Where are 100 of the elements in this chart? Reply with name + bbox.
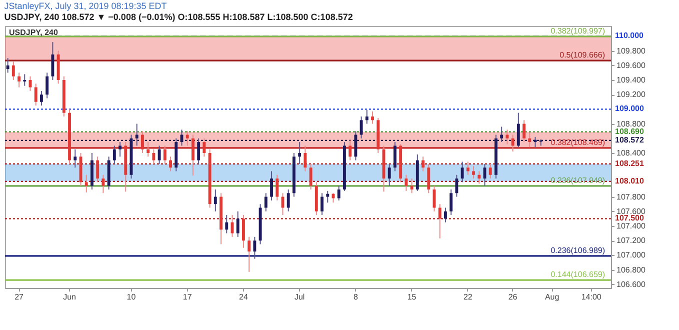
candlestick bbox=[478, 170, 481, 184]
candlestick bbox=[286, 188, 290, 212]
candlestick bbox=[169, 156, 172, 172]
candlestick bbox=[242, 214, 245, 248]
ref-line-label: 0.382(108.469) bbox=[550, 138, 606, 147]
y-tick-label: 107.000 bbox=[616, 250, 646, 260]
candlestick bbox=[304, 145, 307, 172]
candlestick bbox=[118, 142, 122, 158]
candlestick bbox=[146, 142, 150, 158]
candlestick bbox=[46, 72, 49, 99]
candlestick bbox=[500, 126, 504, 143]
candlestick bbox=[214, 188, 217, 212]
y-tick-label: 108.400 bbox=[616, 148, 646, 158]
candlestick bbox=[264, 192, 268, 212]
candlestick bbox=[135, 123, 138, 146]
ref-line-label: 110.000 bbox=[615, 31, 644, 40]
candlestick bbox=[460, 161, 464, 183]
candlestick bbox=[427, 163, 430, 194]
candlestick bbox=[197, 138, 200, 164]
candlestick bbox=[326, 190, 330, 204]
ref-line-label: 0.236(106.989) bbox=[550, 246, 606, 255]
y-tick-label: 108.800 bbox=[616, 119, 646, 128]
x-tick-label: 17 bbox=[182, 292, 192, 302]
ref-line-label: 0.236(107.949) bbox=[550, 176, 606, 185]
candlestick bbox=[253, 236, 256, 260]
candlestick bbox=[455, 174, 458, 198]
candlestick bbox=[84, 174, 88, 193]
ref-line-label: 0.5(109.666) bbox=[560, 50, 606, 60]
y-tick-label: 106.800 bbox=[616, 265, 646, 274]
x-tick-label: 26 bbox=[508, 292, 518, 302]
candlestick bbox=[298, 142, 302, 164]
ref-line-label: 108.690 bbox=[615, 126, 644, 136]
candlestick bbox=[51, 42, 54, 81]
ref-line-label: 109.000 bbox=[615, 104, 644, 114]
candlestick bbox=[34, 83, 38, 106]
x-tick-label: Jul bbox=[294, 292, 305, 302]
candlestick bbox=[410, 178, 414, 194]
y-tick-label: 107.400 bbox=[616, 221, 646, 230]
candlestick bbox=[270, 170, 273, 201]
candlestick bbox=[152, 148, 156, 164]
x-tick-label: 22 bbox=[463, 292, 473, 302]
x-tick-label: Jun bbox=[63, 292, 76, 302]
candlestick bbox=[438, 204, 442, 239]
y-tick-label: 106.600 bbox=[616, 280, 646, 289]
annotation: USDJPY, 240 bbox=[9, 28, 58, 37]
ref-line-label: 0.382(109.997) bbox=[550, 26, 606, 36]
y-tick-label: 107.600 bbox=[616, 206, 646, 216]
y-tick-label: 109.800 bbox=[616, 46, 646, 56]
candlestick bbox=[12, 61, 15, 81]
candlestick bbox=[309, 163, 312, 190]
candlestick bbox=[96, 156, 100, 183]
chart-subtitle: USDJPY, 240 108.572 ▼ −0.008 (−0.01%) O:108.555 H:108.587 L:108.500 C:108.572 bbox=[4, 12, 353, 22]
candlestick bbox=[522, 120, 526, 143]
candlestick bbox=[202, 138, 206, 158]
candlestick bbox=[444, 207, 447, 223]
candlestick bbox=[102, 174, 105, 194]
candlestick bbox=[472, 166, 475, 180]
candlestick bbox=[320, 192, 324, 216]
chart-title: JStanleyFX, July 31, 2019 08:19:35 EDT bbox=[4, 1, 168, 11]
candlestick bbox=[348, 139, 352, 161]
x-tick-label: 27 bbox=[14, 292, 24, 302]
candlestick bbox=[506, 129, 509, 145]
candlestick bbox=[186, 130, 189, 146]
candlestick bbox=[422, 156, 424, 172]
x-tick-label: Aug bbox=[544, 292, 560, 302]
candlestick bbox=[354, 130, 358, 161]
candlestick bbox=[404, 174, 408, 192]
y-tick-label: 107.200 bbox=[616, 236, 646, 246]
y-tick-label: 109.200 bbox=[616, 90, 646, 100]
y-tick-label: 109.400 bbox=[616, 76, 646, 85]
candlestick bbox=[528, 132, 532, 148]
candlestick bbox=[158, 145, 161, 164]
candlestick bbox=[276, 174, 279, 201]
candlestick bbox=[394, 142, 396, 172]
x-tick-label: 15 bbox=[407, 292, 417, 302]
x-tick-label: 14:00 bbox=[581, 292, 602, 302]
candlestick bbox=[337, 185, 340, 201]
candlestick bbox=[365, 109, 368, 124]
x-tick-label: 10 bbox=[126, 292, 136, 302]
candlestick bbox=[225, 214, 228, 234]
candlestick bbox=[163, 145, 166, 164]
y-tick-label: 109.600 bbox=[616, 60, 646, 70]
candlestick bbox=[74, 148, 77, 168]
candlestick bbox=[371, 110, 374, 124]
ref-line-label: 108.572 bbox=[615, 135, 644, 144]
candlestick bbox=[18, 72, 20, 88]
candlestick bbox=[488, 163, 492, 180]
candlestick bbox=[388, 163, 391, 186]
y-tick-label: 107.800 bbox=[616, 192, 646, 202]
candlestick bbox=[450, 188, 453, 216]
candlestick bbox=[141, 130, 144, 154]
ref-line-label: 107.500 bbox=[615, 214, 644, 223]
candlestick bbox=[6, 58, 10, 74]
candlestick bbox=[40, 90, 43, 106]
candlestick bbox=[466, 161, 470, 176]
ref-line-label: 108.010 bbox=[615, 176, 644, 186]
ref-line-label: 108.251 bbox=[615, 158, 644, 168]
candlestick bbox=[511, 134, 514, 152]
candlestick bbox=[112, 145, 116, 164]
x-tick-label: 8 bbox=[353, 292, 358, 302]
